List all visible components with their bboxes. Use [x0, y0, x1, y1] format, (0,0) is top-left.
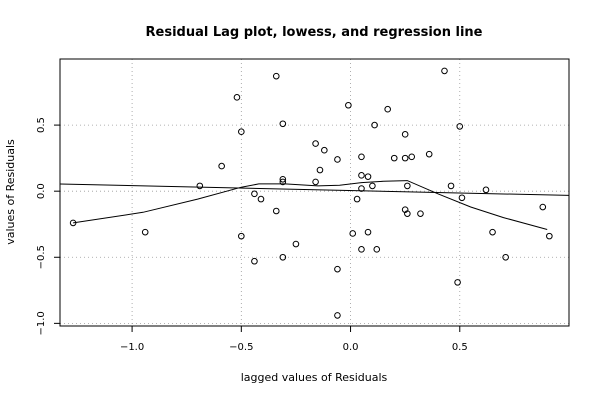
lowess-curve [73, 180, 548, 230]
scatter-point [373, 246, 381, 253]
scatter-point [312, 140, 319, 147]
scatter-point [441, 67, 448, 75]
scatter-point [425, 150, 433, 158]
scatter-point [349, 230, 357, 237]
scatter-point [502, 253, 509, 261]
scatter-point [458, 194, 466, 202]
scatter-point [257, 195, 265, 203]
scatter-point [358, 153, 365, 161]
scatter-point [401, 131, 409, 138]
x-tick-label: −1.0 [120, 342, 144, 353]
scatter-point [489, 228, 496, 236]
scatter-point [251, 190, 258, 198]
scatter-point [321, 146, 328, 154]
scatter-point [371, 121, 378, 129]
scatter-point [69, 219, 77, 227]
scatter-point [292, 240, 300, 248]
y-tick-label: 0.0 [36, 183, 47, 199]
fit-lines [59, 180, 570, 230]
scatter-point [404, 182, 411, 190]
x-tick-label: −0.5 [229, 342, 253, 353]
scatter-point [334, 312, 341, 319]
scatter-point [279, 175, 287, 183]
scatter-point [454, 279, 461, 286]
scatter-point [358, 246, 365, 253]
scatter-point [141, 228, 149, 236]
scatter-point [238, 128, 245, 135]
scatter-point [279, 120, 287, 128]
scatter-point [334, 265, 341, 273]
scatter-point [408, 153, 416, 161]
scatter-point [316, 166, 324, 174]
regression-line [59, 183, 570, 196]
scatter-point [353, 195, 361, 203]
scatter-point [218, 162, 225, 170]
x-tick-label: 0.5 [452, 342, 468, 353]
axes: −1.0 −0.5 0.0 0.5 −1.0 −0.5 0.0 0.5 [36, 117, 468, 353]
x-axis-label: lagged values of Residuals [241, 371, 388, 384]
scatter-point [546, 232, 553, 240]
scatter-point [390, 154, 398, 162]
scatter-point [401, 154, 409, 162]
grid [60, 59, 569, 326]
y-tick-label: 0.5 [36, 117, 47, 133]
x-tick-label: 0.0 [343, 342, 359, 353]
scatter-point [279, 253, 287, 261]
y-axis-label: values of Residuals [4, 139, 17, 245]
scatter-point [358, 185, 365, 192]
scatter-point [447, 182, 455, 190]
scatter-point [456, 123, 464, 130]
scatter-point [384, 105, 391, 113]
plot-frame [59, 58, 570, 327]
y-tick-label: −0.5 [36, 245, 47, 269]
scatter-point [417, 210, 424, 217]
scatter-point [196, 182, 204, 190]
scatter-point [404, 210, 411, 217]
data-points [69, 67, 553, 319]
scatter-point [279, 178, 287, 186]
scatter-point [272, 207, 280, 215]
scatter-point [482, 186, 490, 194]
scatter-point [345, 101, 352, 109]
scatter-point [251, 257, 258, 265]
y-tick-label: −1.0 [36, 311, 47, 335]
scatter-point [334, 156, 341, 163]
scatter-point [238, 232, 245, 240]
scatter-point [539, 203, 547, 211]
scatter-point [364, 228, 372, 236]
scatter-point [233, 94, 241, 101]
scatter-point [358, 172, 365, 179]
chart-title: Residual Lag plot, lowess, and regressio… [146, 25, 483, 40]
scatter-point [272, 72, 280, 80]
scatter-point [364, 173, 372, 180]
scatter-point [369, 182, 376, 190]
scatter-point [312, 178, 319, 186]
